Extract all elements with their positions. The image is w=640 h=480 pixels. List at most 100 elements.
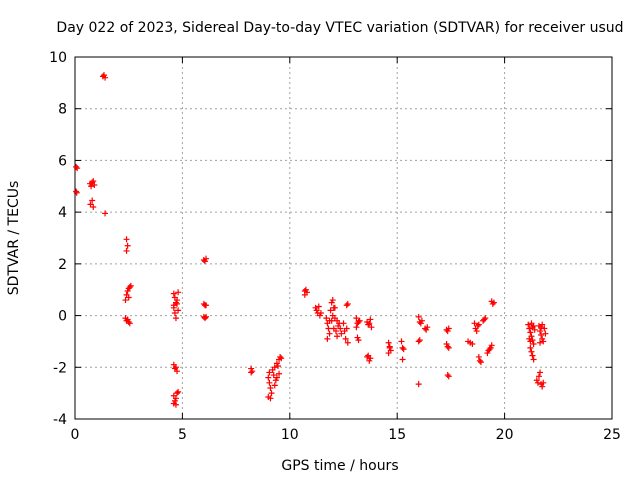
data-point [415, 381, 422, 388]
data-point [355, 319, 362, 326]
data-point [445, 325, 452, 332]
axis-ticks: 0 5 10 15 20 25 -4 -2 0 2 4 6 8 10 [49, 50, 621, 443]
data-point [343, 302, 350, 309]
data-point [334, 333, 341, 340]
data-point [399, 344, 406, 351]
data-point [529, 352, 536, 359]
data-point [277, 353, 284, 360]
data-point [542, 330, 549, 337]
data-point [125, 294, 132, 301]
y-tick-label: -4 [53, 412, 67, 428]
data-point [444, 372, 451, 379]
data-point [527, 338, 534, 345]
data-point [399, 356, 406, 363]
data-point [444, 343, 451, 350]
x-tick-label: 10 [281, 427, 299, 443]
data-point [248, 369, 255, 376]
data-point [271, 382, 278, 389]
data-point [400, 346, 407, 353]
y-tick-label: 0 [58, 309, 67, 325]
data-point [73, 188, 80, 195]
data-point [481, 316, 488, 323]
data-point [102, 74, 109, 81]
data-point [172, 401, 179, 408]
data-point [171, 365, 178, 372]
data-point [473, 328, 480, 335]
data-point [445, 344, 452, 351]
x-tick-label: 15 [388, 427, 406, 443]
data-point [337, 325, 344, 332]
data-point [267, 384, 274, 391]
data-point [415, 313, 422, 320]
data-point [266, 369, 273, 376]
data-point [172, 364, 179, 371]
data-point [368, 324, 375, 331]
data-point [267, 395, 274, 402]
x-tick-label: 0 [71, 427, 80, 443]
data-point [469, 341, 476, 348]
data-point [385, 339, 392, 346]
data-point [367, 316, 374, 323]
data-point [488, 342, 495, 349]
data-point [355, 337, 362, 344]
data-point [90, 203, 97, 210]
data-point [249, 368, 256, 375]
data-point [174, 300, 181, 307]
data-point [90, 178, 97, 185]
data-point [445, 373, 452, 380]
data-point [126, 284, 133, 291]
data-point [172, 315, 179, 322]
data-point [203, 255, 210, 262]
y-tick-label: 10 [49, 50, 67, 66]
data-point [530, 356, 537, 363]
data-point [73, 163, 80, 170]
data-point [474, 322, 481, 329]
data-point [538, 331, 545, 338]
data-point [353, 324, 360, 331]
data-point [124, 316, 131, 323]
data-point [126, 320, 133, 327]
data-point [424, 324, 431, 331]
data-point [175, 289, 182, 296]
x-axis-label: GPS time / hours [281, 458, 398, 474]
data-point [415, 338, 422, 345]
data-point [170, 290, 177, 297]
data-point [386, 344, 393, 351]
data-point [329, 312, 336, 319]
data-point [365, 321, 372, 328]
x-tick-label: 25 [603, 427, 621, 443]
data-point [331, 304, 338, 311]
data-point [471, 320, 478, 327]
data-point [398, 338, 405, 345]
data-point [528, 320, 535, 327]
data-point [122, 297, 129, 304]
data-point [490, 299, 497, 306]
data-point [203, 302, 210, 309]
data-point [102, 210, 109, 217]
data-point [317, 309, 324, 316]
data-point [416, 337, 423, 344]
data-point [539, 321, 546, 328]
data-point [270, 372, 277, 379]
data-point [328, 317, 335, 324]
data-point [526, 325, 533, 332]
data-point [418, 317, 425, 324]
data-point [541, 325, 548, 332]
data-point [276, 370, 283, 377]
data-point [323, 315, 330, 322]
data-point [476, 357, 483, 364]
data-point [73, 189, 80, 196]
data-point [342, 335, 349, 342]
data-point [525, 321, 532, 328]
data-point [170, 302, 177, 309]
data-point [385, 350, 392, 357]
data-point [334, 317, 341, 324]
data-point [528, 348, 535, 355]
y-axis-label: SDTVAR / TECUs [6, 181, 22, 296]
y-tick-label: 6 [58, 153, 67, 169]
data-point [171, 309, 178, 316]
data-point [273, 374, 280, 381]
data-point [527, 329, 534, 336]
data-point [356, 317, 363, 324]
data-point [326, 330, 333, 337]
